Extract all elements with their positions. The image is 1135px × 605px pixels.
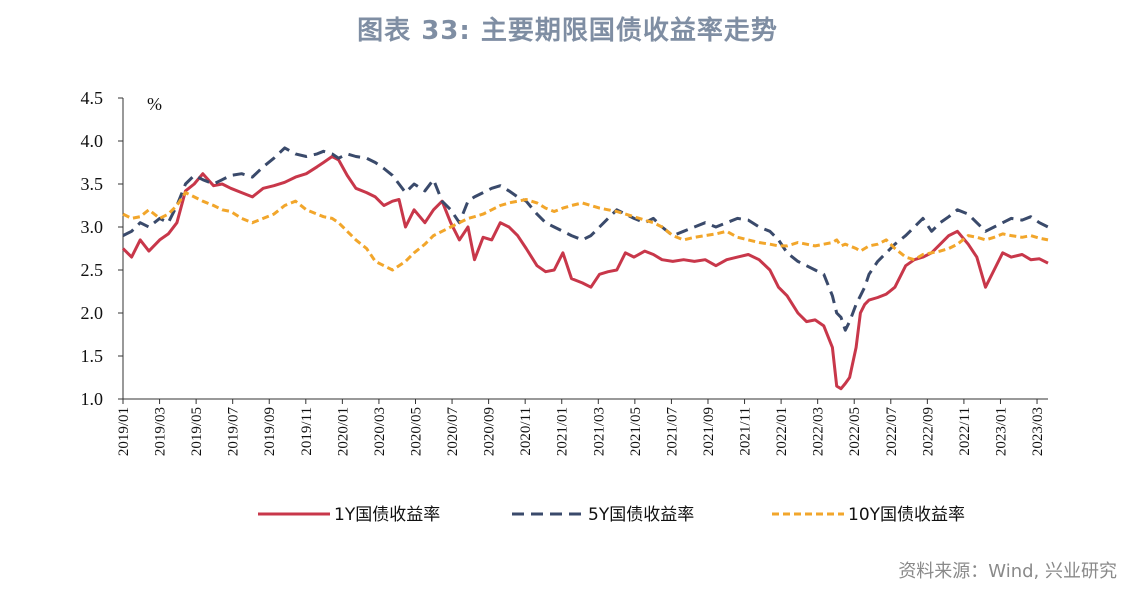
x-tick-label: 2022/03 xyxy=(811,407,827,456)
x-tick-label: 2019/03 xyxy=(153,407,169,456)
x-tick-label: 2021/09 xyxy=(701,407,717,456)
legend-label-3: 10Y国债收益率 xyxy=(848,505,965,525)
x-tick-label: 2021/01 xyxy=(555,407,571,456)
x-tick-label: 2020/11 xyxy=(518,407,534,456)
series-line-3 xyxy=(122,191,1049,272)
x-tick-label: 2020/01 xyxy=(335,407,351,456)
series-layer xyxy=(121,146,1049,391)
x-tick-label: 2020/09 xyxy=(482,407,498,456)
x-tick-label: 2021/03 xyxy=(591,407,607,456)
x-tick-label: 2020/05 xyxy=(408,407,424,456)
x-tick-label: 2021/11 xyxy=(738,407,754,456)
y-tick-label: 2.5 xyxy=(81,260,104,280)
x-tick-label: 2020/03 xyxy=(372,407,388,456)
y-unit-label: % xyxy=(147,94,162,114)
x-tick-label: 2023/01 xyxy=(993,407,1009,456)
legend-label-1: 1Y国债收益率 xyxy=(334,505,440,525)
x-tick-label: 2023/03 xyxy=(1030,407,1046,456)
series-line-1 xyxy=(121,155,1049,391)
x-tick-label: 2022/11 xyxy=(957,407,973,456)
chart-title: 图表 33: 主要期限国债收益率走势 xyxy=(357,16,778,46)
y-tick-label: 4.5 xyxy=(81,88,104,108)
x-tick-label: 2021/07 xyxy=(664,407,680,457)
x-tick-label: 2020/07 xyxy=(445,407,461,457)
y-tick-label: 3.5 xyxy=(81,174,104,194)
y-tick-label: 3.0 xyxy=(81,217,104,237)
x-tick-label: 2019/09 xyxy=(262,407,278,456)
legend-label-2: 5Y国债收益率 xyxy=(588,505,694,525)
x-tick-label: 2022/09 xyxy=(920,407,936,456)
y-tick-label: 2.0 xyxy=(81,303,104,323)
x-tick-label: 2021/05 xyxy=(628,407,644,456)
x-tick-label: 2019/11 xyxy=(299,407,315,456)
x-tick-label: 2022/01 xyxy=(774,407,790,456)
x-tick-label: 2019/05 xyxy=(189,407,205,456)
x-tick-label: 2022/07 xyxy=(884,407,900,457)
series-line-2 xyxy=(122,146,1049,332)
axes: 1.0 1.5 2.0 2.5 3.0 3.5 4.0 4.5 % 2019/01 2019/03 2… xyxy=(81,88,1048,457)
x-tick-label: 2019/01 xyxy=(116,407,132,456)
y-tick-label: 1.0 xyxy=(81,389,104,409)
source-note: 资料来源：Wind, 兴业研究 xyxy=(898,561,1117,582)
x-tick-label: 2022/05 xyxy=(847,407,863,456)
x-tick-label: 2019/07 xyxy=(226,407,242,457)
y-tick-label: 1.5 xyxy=(81,346,104,366)
legend: 1Y国债收益率 5Y国债收益率 10Y国债收益率 xyxy=(258,505,965,525)
y-tick-label: 4.0 xyxy=(81,131,104,151)
